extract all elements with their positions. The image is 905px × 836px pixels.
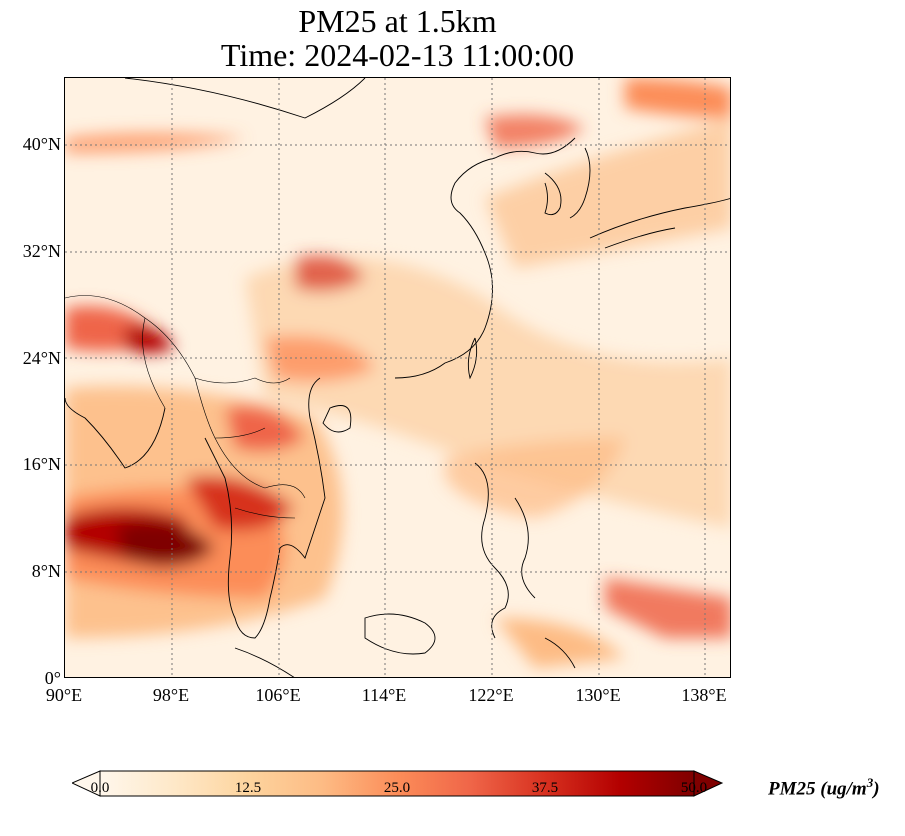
- colorbar-tick-37-5: 37.5: [531, 780, 559, 796]
- colorbar-tick-50: 50.0: [680, 780, 708, 796]
- gridlines: [65, 78, 730, 677]
- lat-tick-24n: 24°N: [22, 348, 61, 368]
- lon-tick-98e: 98°E: [152, 685, 190, 705]
- colorbar-extend-max: [693, 770, 724, 797]
- colorbar-tick-12-5: 12.5: [234, 780, 262, 796]
- coastlines: [65, 78, 730, 677]
- colorbar-label-text: PM25 (ug/m: [768, 778, 867, 800]
- lat-tick-40n: 40°N: [22, 134, 61, 154]
- lon-tick-114e: 114°E: [361, 685, 407, 705]
- title-line-1: PM25 at 1.5km: [298, 3, 497, 39]
- lat-tick-0: 0°: [44, 668, 61, 688]
- title-line-2: Time: 2024-02-13 11:00:00: [220, 37, 575, 73]
- pm25-field: [65, 78, 730, 677]
- lon-tick-90e: 90°E: [45, 685, 83, 705]
- colorbar: [72, 770, 724, 797]
- borders: [65, 295, 306, 519]
- lat-tick-32n: 32°N: [22, 241, 61, 261]
- lon-tick-138e: 138°E: [681, 685, 727, 705]
- figure-title: PM25 at 1.5km Time: 2024-02-13 11:00:00: [64, 4, 731, 72]
- lon-tick-130e: 130°E: [575, 685, 621, 705]
- concentration-blobs: [65, 78, 730, 668]
- map-panel: [64, 77, 731, 678]
- lon-tick-106e: 106°E: [255, 685, 301, 705]
- colorbar-label-exponent: 3: [866, 775, 874, 790]
- colorbar-label-close: ): [873, 778, 880, 800]
- colorbar-tick-0: 0.0: [90, 780, 110, 796]
- lat-tick-8n: 8°N: [31, 561, 61, 581]
- colorbar-tick-25: 25.0: [383, 780, 411, 796]
- lon-tick-122e: 122°E: [468, 685, 514, 705]
- colorbar-gradient: [99, 770, 695, 797]
- colorbar-label: PM25 (ug/m3): [768, 775, 880, 800]
- lat-tick-16n: 16°N: [22, 454, 61, 474]
